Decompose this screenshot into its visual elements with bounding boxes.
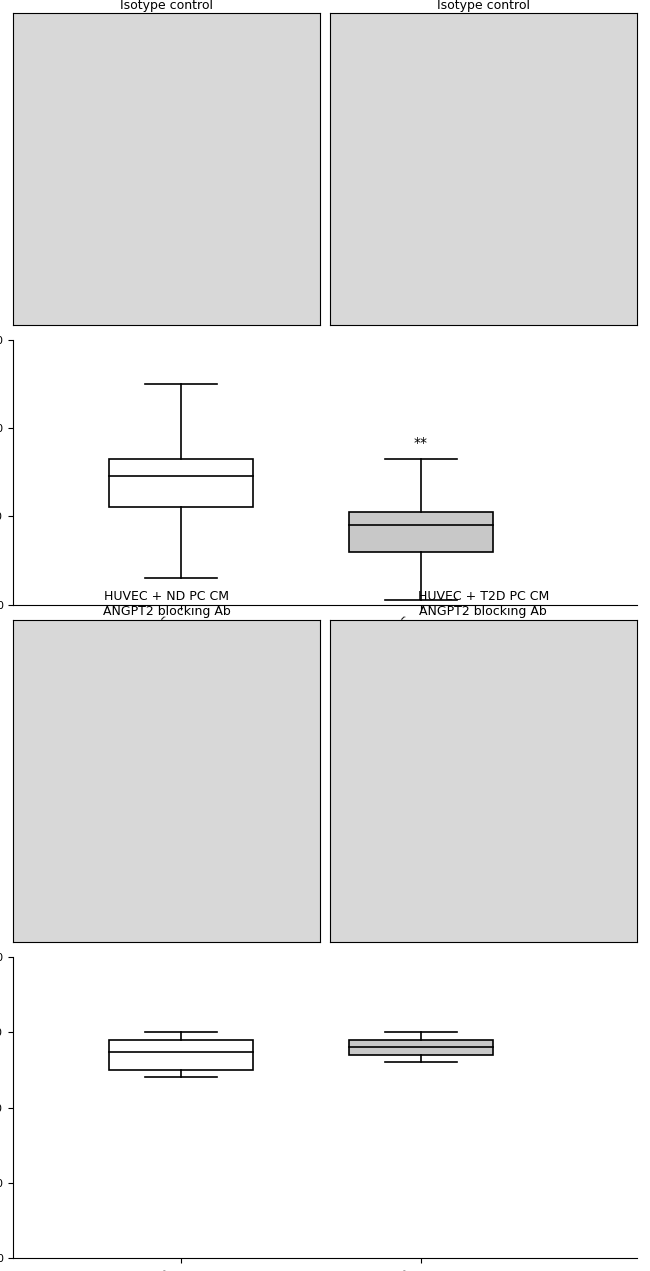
Title: HUVEC + T2D PC CM
ANGPT2 blocking Ab: HUVEC + T2D PC CM ANGPT2 blocking Ab xyxy=(418,591,549,619)
Text: **: ** xyxy=(414,436,428,450)
FancyBboxPatch shape xyxy=(109,1040,253,1070)
FancyBboxPatch shape xyxy=(349,512,493,552)
FancyBboxPatch shape xyxy=(349,1040,493,1055)
Title: HUVEC + T2D PC CM
Isotype control: HUVEC + T2D PC CM Isotype control xyxy=(418,0,549,11)
FancyBboxPatch shape xyxy=(109,459,253,507)
Title: HUVEC + ND PC CM
Isotype control: HUVEC + ND PC CM Isotype control xyxy=(104,0,229,11)
Title: HUVEC + ND PC CM
ANGPT2 blocking Ab: HUVEC + ND PC CM ANGPT2 blocking Ab xyxy=(103,591,231,619)
